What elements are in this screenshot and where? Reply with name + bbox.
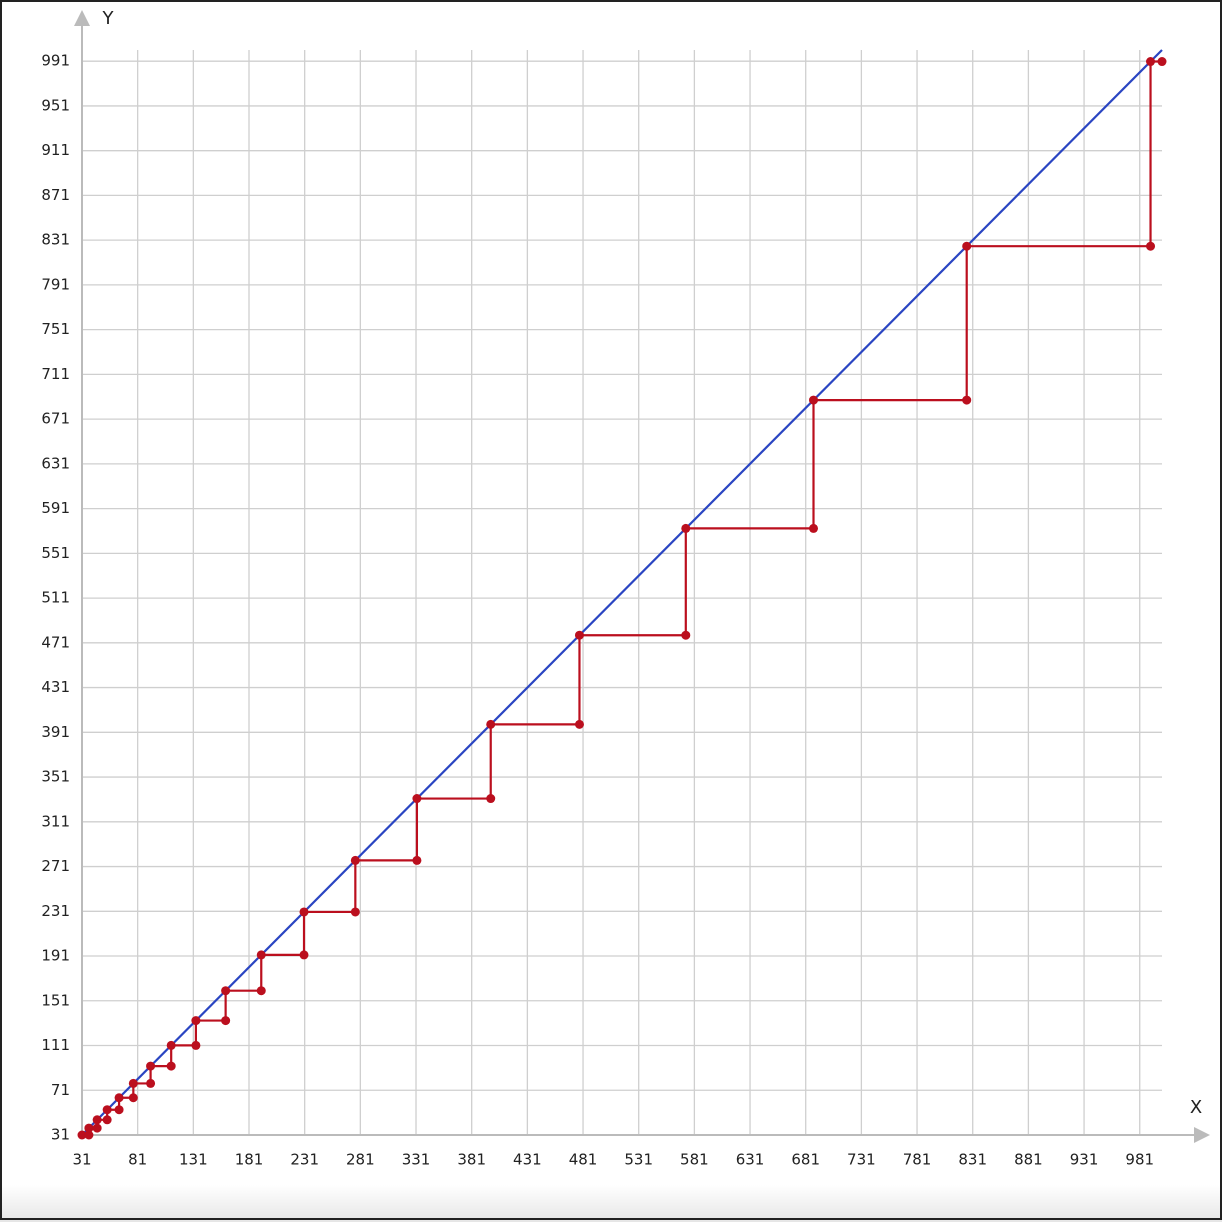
point xyxy=(256,950,266,960)
y-tick-label: 511 xyxy=(41,589,70,607)
point xyxy=(84,1130,94,1140)
point xyxy=(102,1115,112,1125)
y-tick-label: 351 xyxy=(41,768,70,786)
y-tick-label: 471 xyxy=(41,633,70,651)
point xyxy=(166,1040,176,1050)
point xyxy=(299,907,309,917)
x-arrow xyxy=(1194,1127,1210,1143)
y-tick-label: 751 xyxy=(41,320,70,338)
point xyxy=(77,1130,87,1140)
point xyxy=(809,395,819,405)
point xyxy=(350,855,360,865)
y-tick-label: 631 xyxy=(41,454,70,472)
y-tick-label: 671 xyxy=(41,410,70,428)
footer-band xyxy=(0,1185,1222,1222)
point xyxy=(191,1040,201,1050)
y-tick-label: 871 xyxy=(41,186,70,204)
point xyxy=(486,719,496,729)
x-tick-label: 531 xyxy=(624,1151,653,1169)
x-tick-label: 431 xyxy=(513,1151,542,1169)
y-tick-label: 831 xyxy=(41,231,70,249)
x-tick-label: 331 xyxy=(402,1151,431,1169)
x-tick-label: 181 xyxy=(235,1151,264,1169)
y-tick-label: 431 xyxy=(41,678,70,696)
y-tick-label: 711 xyxy=(41,365,70,383)
y-tick-label: 791 xyxy=(41,275,70,293)
series-line xyxy=(81,49,1163,1136)
point xyxy=(350,907,360,917)
y-tick-label: 391 xyxy=(41,723,70,741)
y-tick-label: 31 xyxy=(51,1126,70,1144)
y-tick-label: 551 xyxy=(41,544,70,562)
point xyxy=(221,1016,231,1026)
point xyxy=(166,1061,176,1071)
x-tick-label: 281 xyxy=(346,1151,375,1169)
series-line xyxy=(82,60,1162,1137)
x-tick-label: 381 xyxy=(457,1151,486,1169)
point xyxy=(84,1123,94,1133)
x-tick-label: 731 xyxy=(847,1151,876,1169)
x-axis-label: X xyxy=(1190,1097,1202,1118)
x-tick-label: 881 xyxy=(1014,1151,1043,1169)
y-tick-label: 191 xyxy=(41,947,70,965)
plot xyxy=(77,49,1167,1140)
x-tick-label: 81 xyxy=(128,1151,147,1169)
point xyxy=(191,1016,201,1026)
y-tick-label: 151 xyxy=(41,991,70,1009)
point xyxy=(486,794,496,804)
point xyxy=(1157,57,1167,67)
point xyxy=(102,1105,112,1115)
y-tick-label: 71 xyxy=(51,1081,70,1099)
y-tick-label: 951 xyxy=(41,96,70,114)
x-tick-label: 931 xyxy=(1070,1151,1099,1169)
point xyxy=(574,630,584,640)
point xyxy=(681,630,691,640)
y-tick-label: 991 xyxy=(41,52,70,70)
point xyxy=(962,395,972,405)
x-tick-label: 31 xyxy=(72,1151,91,1169)
point xyxy=(962,241,972,251)
point xyxy=(146,1061,156,1071)
x-tick-label: 981 xyxy=(1125,1151,1154,1169)
point xyxy=(1146,241,1156,251)
point xyxy=(574,719,584,729)
point xyxy=(146,1078,156,1088)
point xyxy=(1146,57,1156,67)
grid xyxy=(81,50,1162,1136)
point xyxy=(412,855,422,865)
point xyxy=(114,1093,124,1103)
point xyxy=(92,1123,102,1133)
x-tick-label: 831 xyxy=(958,1151,987,1169)
y-axis-label: Y xyxy=(102,8,115,29)
x-tick-label: 231 xyxy=(290,1151,319,1169)
point xyxy=(92,1115,102,1125)
x-tick-label: 131 xyxy=(179,1151,208,1169)
point xyxy=(681,523,691,533)
y-tick-label: 271 xyxy=(41,857,70,875)
point xyxy=(221,986,231,996)
x-tick-label: 581 xyxy=(680,1151,709,1169)
point xyxy=(128,1078,138,1088)
point xyxy=(114,1105,124,1115)
point xyxy=(412,794,422,804)
x-tick-label: 681 xyxy=(791,1151,820,1169)
point xyxy=(809,523,819,533)
x-tick-label: 781 xyxy=(903,1151,932,1169)
y-arrow xyxy=(74,10,90,26)
point xyxy=(256,986,266,996)
y-tick-label: 311 xyxy=(41,812,70,830)
x-tick-label: 481 xyxy=(569,1151,598,1169)
y-tick-label: 911 xyxy=(41,141,70,159)
y-tick-label: 231 xyxy=(41,902,70,920)
y-tick-label: 591 xyxy=(41,499,70,517)
y-tick-label: 111 xyxy=(41,1036,70,1054)
x-tick-label: 631 xyxy=(736,1151,765,1169)
point xyxy=(299,950,309,960)
point xyxy=(128,1093,138,1103)
